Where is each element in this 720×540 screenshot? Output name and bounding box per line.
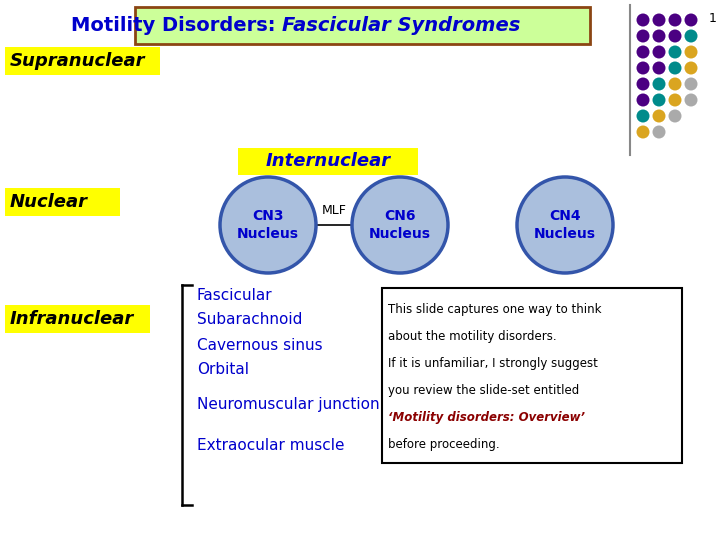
Circle shape	[668, 30, 682, 43]
Circle shape	[517, 177, 613, 273]
Circle shape	[668, 78, 682, 91]
Circle shape	[352, 177, 448, 273]
Text: CN3
Nucleus: CN3 Nucleus	[237, 210, 299, 241]
Circle shape	[652, 93, 665, 106]
Text: CN4
Nucleus: CN4 Nucleus	[534, 210, 596, 241]
Circle shape	[652, 30, 665, 43]
Circle shape	[685, 62, 698, 75]
Circle shape	[685, 78, 698, 91]
Text: Orbital: Orbital	[197, 361, 249, 376]
Circle shape	[652, 110, 665, 123]
FancyBboxPatch shape	[5, 47, 160, 75]
Text: Cavernous sinus: Cavernous sinus	[197, 338, 323, 353]
Circle shape	[652, 62, 665, 75]
Circle shape	[668, 93, 682, 106]
Circle shape	[636, 14, 649, 26]
Circle shape	[668, 45, 682, 58]
Circle shape	[636, 78, 649, 91]
Circle shape	[636, 45, 649, 58]
Circle shape	[652, 125, 665, 138]
Text: Neuromuscular junction: Neuromuscular junction	[197, 397, 379, 413]
Text: This slide captures one way to think: This slide captures one way to think	[388, 303, 601, 316]
Circle shape	[636, 125, 649, 138]
Circle shape	[652, 78, 665, 91]
Circle shape	[636, 110, 649, 123]
Circle shape	[685, 14, 698, 26]
Circle shape	[636, 30, 649, 43]
Text: about the motility disorders.: about the motility disorders.	[388, 330, 557, 343]
Circle shape	[668, 62, 682, 75]
Circle shape	[685, 30, 698, 43]
Text: MLF: MLF	[322, 204, 346, 217]
Text: Supranuclear: Supranuclear	[10, 52, 145, 70]
Text: Motility Disorders:: Motility Disorders:	[71, 16, 282, 35]
Circle shape	[220, 177, 316, 273]
FancyBboxPatch shape	[5, 188, 120, 216]
Circle shape	[685, 45, 698, 58]
Text: Infranuclear: Infranuclear	[10, 310, 134, 328]
Text: Internuclear: Internuclear	[266, 152, 390, 171]
Text: CN6
Nucleus: CN6 Nucleus	[369, 210, 431, 241]
Circle shape	[636, 62, 649, 75]
FancyBboxPatch shape	[382, 288, 682, 463]
Circle shape	[636, 93, 649, 106]
Circle shape	[685, 93, 698, 106]
Circle shape	[652, 14, 665, 26]
Circle shape	[668, 110, 682, 123]
Text: Subarachnoid: Subarachnoid	[197, 313, 302, 327]
Text: before proceeding.: before proceeding.	[388, 438, 500, 451]
Circle shape	[668, 14, 682, 26]
Text: Fascicular: Fascicular	[197, 288, 273, 303]
Text: Extraocular muscle: Extraocular muscle	[197, 437, 344, 453]
Text: ‘Motility disorders: Overview’: ‘Motility disorders: Overview’	[388, 411, 585, 424]
FancyBboxPatch shape	[135, 7, 590, 44]
Circle shape	[652, 45, 665, 58]
Text: 1: 1	[709, 12, 717, 25]
FancyBboxPatch shape	[238, 148, 418, 175]
Text: Fascicular Syndromes: Fascicular Syndromes	[282, 16, 521, 35]
Text: Nuclear: Nuclear	[10, 193, 88, 211]
Text: If it is unfamiliar, I strongly suggest: If it is unfamiliar, I strongly suggest	[388, 357, 598, 370]
Text: you review the slide-set entitled: you review the slide-set entitled	[388, 384, 580, 397]
FancyBboxPatch shape	[5, 305, 150, 333]
